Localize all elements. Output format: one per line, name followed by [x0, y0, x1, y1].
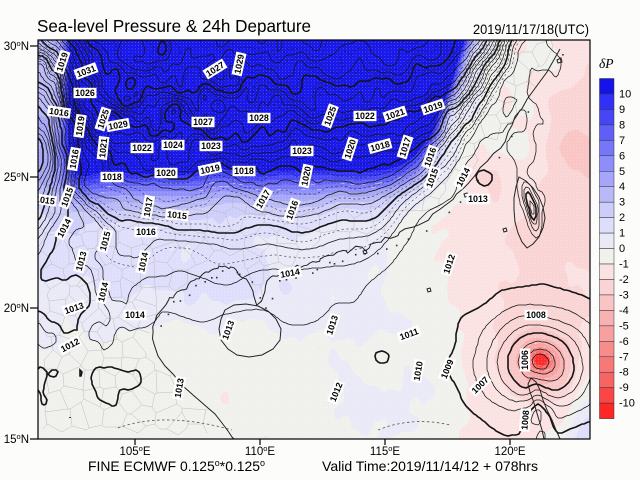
- svg-text:Sea-level Pressure & 24h Depar: Sea-level Pressure & 24h Departure: [37, 16, 311, 36]
- svg-text:1019: 1019: [199, 162, 220, 176]
- svg-text:1014: 1014: [96, 281, 110, 303]
- svg-text:1022: 1022: [132, 143, 152, 153]
- svg-text:-7: -7: [619, 351, 629, 363]
- svg-text:20oN: 20oN: [4, 301, 29, 315]
- svg-text:110oE: 110oE: [245, 444, 276, 458]
- svg-text:1015: 1015: [98, 230, 113, 252]
- svg-text:15oN: 15oN: [4, 432, 29, 446]
- svg-text:1018: 1018: [369, 139, 391, 154]
- svg-text:25oN: 25oN: [4, 170, 29, 184]
- svg-text:1028: 1028: [249, 113, 269, 123]
- svg-text:1008: 1008: [526, 310, 546, 320]
- svg-text:7: 7: [619, 135, 625, 147]
- svg-text:1013: 1013: [468, 194, 488, 204]
- svg-text:3: 3: [619, 197, 625, 209]
- svg-text:4: 4: [619, 181, 625, 193]
- svg-text:9: 9: [619, 104, 625, 116]
- svg-text:1027: 1027: [193, 117, 213, 127]
- svg-text:1029: 1029: [107, 119, 128, 132]
- svg-text:1017: 1017: [142, 196, 155, 217]
- svg-text:1014: 1014: [279, 267, 300, 280]
- svg-text:-1: -1: [619, 259, 629, 271]
- svg-text:1029: 1029: [232, 53, 246, 74]
- svg-text:1014: 1014: [125, 310, 145, 320]
- svg-text:1024: 1024: [163, 140, 183, 150]
- svg-text:1018: 1018: [102, 172, 122, 182]
- svg-text:5: 5: [619, 166, 625, 178]
- svg-text:1026: 1026: [75, 88, 95, 98]
- svg-text:1013: 1013: [173, 377, 186, 398]
- svg-text:1023: 1023: [292, 146, 312, 156]
- svg-text:1016: 1016: [68, 148, 81, 169]
- svg-text:-10: -10: [619, 398, 635, 410]
- svg-text:-3: -3: [619, 289, 629, 301]
- svg-text:2019/11/17/18(UTC): 2019/11/17/18(UTC): [473, 22, 589, 37]
- svg-text:6: 6: [619, 150, 625, 162]
- svg-text:1016: 1016: [136, 227, 156, 237]
- svg-text:1023: 1023: [201, 141, 221, 151]
- svg-text:-6: -6: [619, 336, 629, 348]
- svg-text:δP: δP: [599, 56, 614, 71]
- svg-text:120oE: 120oE: [494, 444, 525, 458]
- svg-text:1020: 1020: [299, 165, 313, 186]
- svg-text:1021: 1021: [97, 138, 109, 159]
- svg-text:1013: 1013: [74, 250, 89, 272]
- svg-text:-9: -9: [619, 382, 629, 394]
- svg-text:2: 2: [619, 212, 625, 224]
- svg-text:10: 10: [619, 89, 631, 101]
- svg-text:30oN: 30oN: [4, 39, 29, 53]
- svg-text:105oE: 105oE: [119, 444, 150, 458]
- svg-text:1016: 1016: [48, 106, 69, 119]
- svg-text:FINE ECMWF 0.125o*0.125o: FINE ECMWF 0.125o*0.125o: [88, 458, 265, 474]
- svg-text:-5: -5: [619, 320, 629, 332]
- svg-text:1008: 1008: [519, 410, 531, 431]
- svg-text:1019: 1019: [74, 115, 87, 136]
- svg-text:1014: 1014: [136, 251, 150, 272]
- svg-text:0: 0: [619, 243, 625, 255]
- svg-text:-2: -2: [619, 274, 629, 286]
- svg-text:115oE: 115oE: [370, 444, 401, 458]
- svg-text:1006: 1006: [520, 350, 530, 370]
- svg-text:1018: 1018: [234, 166, 254, 176]
- svg-text:1: 1: [619, 228, 625, 240]
- svg-text:-4: -4: [619, 305, 629, 317]
- svg-text:-8: -8: [619, 367, 629, 379]
- svg-text:8: 8: [619, 119, 625, 131]
- svg-text:1020: 1020: [156, 168, 176, 178]
- svg-text:1015: 1015: [167, 209, 188, 221]
- svg-text:1022: 1022: [355, 111, 375, 121]
- svg-text:1010: 1010: [412, 360, 425, 381]
- svg-text:1015: 1015: [34, 194, 55, 207]
- svg-text:Valid Time:2019/11/14/12 + 078: Valid Time:2019/11/14/12 + 078hrs: [322, 458, 538, 474]
